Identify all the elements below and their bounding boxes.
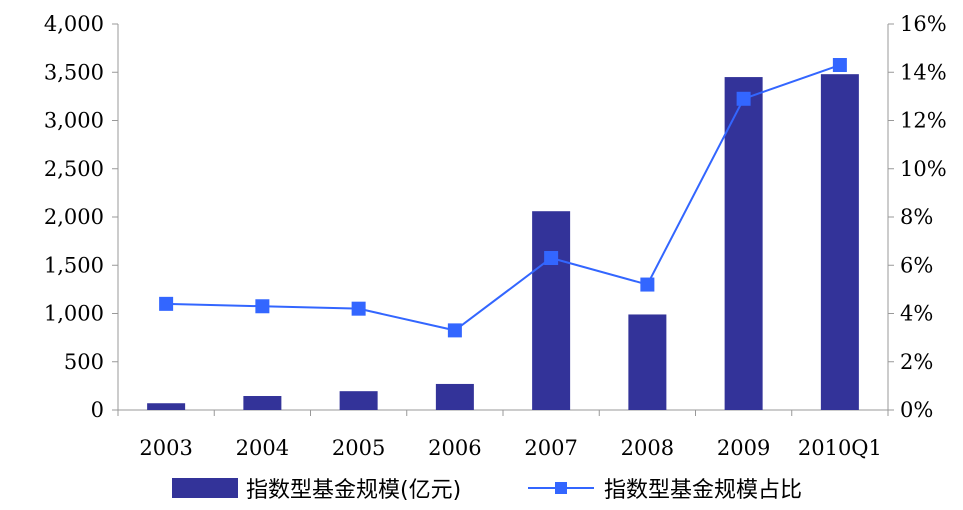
left-tick-label: 0 (91, 398, 104, 422)
legend-swatch-marker (555, 482, 567, 494)
line-point (351, 301, 366, 316)
bar (820, 74, 859, 411)
legend: 指数型基金规模(亿元) 指数型基金规模占比 (172, 478, 802, 503)
line-point (447, 323, 462, 338)
line-point (736, 91, 751, 106)
right-tick-label: 10% (900, 157, 947, 181)
bar (435, 383, 474, 410)
line-point (640, 277, 655, 292)
x-tick-label: 2003 (139, 436, 192, 460)
x-tick-label: 2010Q1 (798, 436, 882, 460)
left-tick-label: 500 (64, 350, 104, 374)
bar (147, 403, 186, 410)
right-tick-label: 4% (900, 302, 933, 326)
bar (628, 314, 667, 410)
left-tick-label: 1,000 (44, 302, 104, 326)
left-tick-label: 3,000 (44, 109, 104, 133)
right-tick-label: 0% (900, 398, 933, 422)
plot-area: 0 500 1,000 1,500 2,000 2,500 3,000 3,500 4,000 0… (44, 12, 947, 460)
left-tick-label: 4,000 (44, 12, 104, 36)
line-point (832, 58, 847, 73)
legend-swatch-bar (172, 478, 238, 498)
right-tick-label: 8% (900, 205, 933, 229)
line-point (544, 251, 559, 266)
line-point (255, 299, 270, 314)
left-tick-label: 2,500 (44, 157, 104, 181)
left-tick-label: 3,500 (44, 60, 104, 84)
x-tick-label: 2009 (717, 436, 770, 460)
right-tick-label: 12% (900, 109, 947, 133)
right-tick-label: 2% (900, 350, 933, 374)
legend-label-bar: 指数型基金规模(亿元) (246, 478, 461, 503)
x-tick-label: 2005 (332, 436, 385, 460)
bar (339, 391, 378, 410)
left-tick-label: 2,000 (44, 205, 104, 229)
bar (724, 77, 763, 410)
right-tick-label: 16% (900, 12, 947, 36)
bar (243, 396, 282, 410)
line-point (159, 296, 174, 311)
x-tick-label: 2007 (524, 436, 577, 460)
legend-label-line: 指数型基金规模占比 (604, 478, 802, 503)
right-tick-label: 6% (900, 253, 933, 277)
series-line (166, 64, 841, 332)
x-tick-label: 2004 (236, 436, 289, 460)
x-tick-label: 2006 (428, 436, 481, 460)
bar (532, 211, 571, 410)
right-tick-label: 14% (900, 60, 947, 84)
left-tick-label: 1,500 (44, 253, 104, 277)
x-tick-label: 2008 (621, 436, 674, 460)
